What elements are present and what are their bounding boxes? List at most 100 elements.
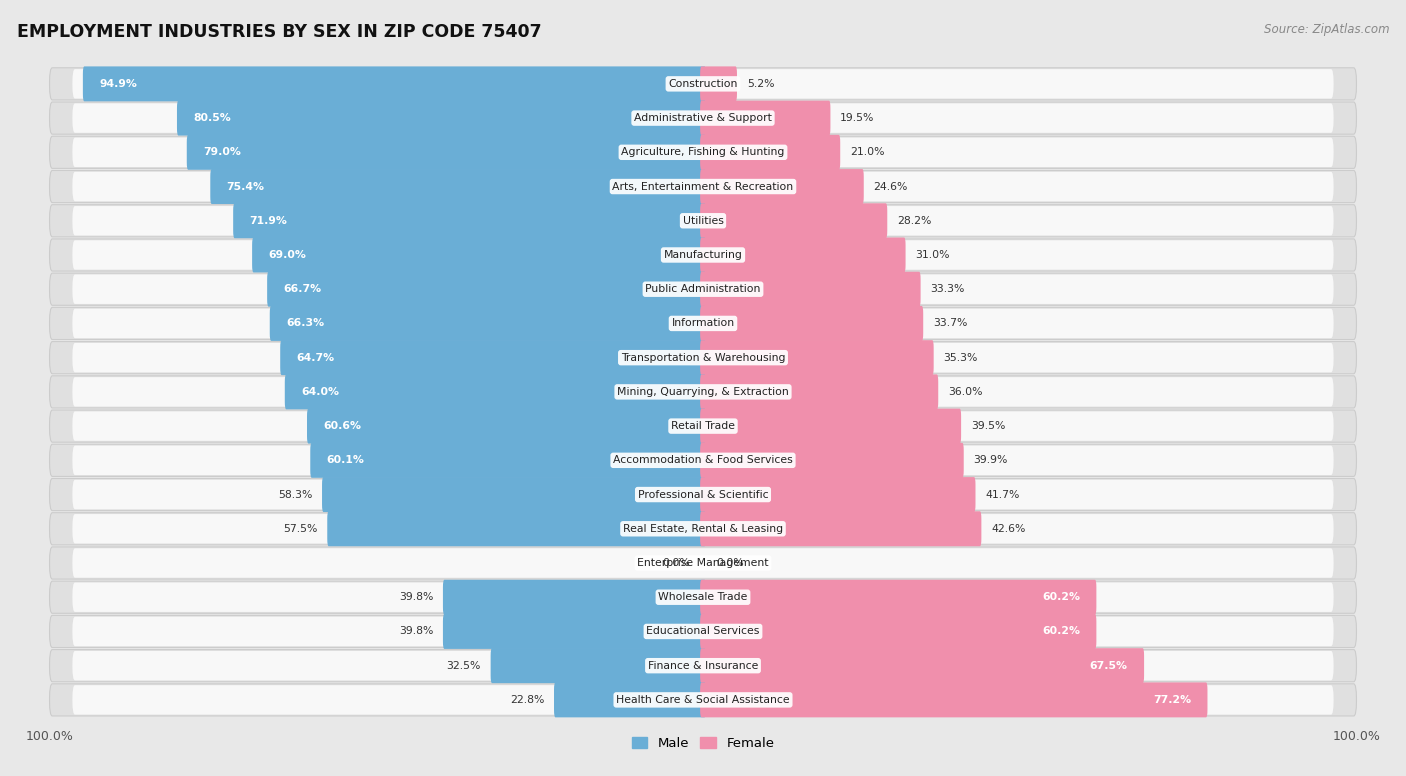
FancyBboxPatch shape: [73, 514, 1333, 543]
FancyBboxPatch shape: [49, 171, 1357, 203]
FancyBboxPatch shape: [700, 169, 863, 204]
FancyBboxPatch shape: [49, 239, 1357, 271]
Text: Agriculture, Fishing & Hunting: Agriculture, Fishing & Hunting: [621, 147, 785, 158]
Text: 39.8%: 39.8%: [399, 626, 433, 636]
FancyBboxPatch shape: [700, 306, 924, 341]
Legend: Male, Female: Male, Female: [626, 732, 780, 756]
FancyBboxPatch shape: [700, 682, 1208, 717]
Text: 28.2%: 28.2%: [897, 216, 931, 226]
FancyBboxPatch shape: [700, 648, 1144, 683]
FancyBboxPatch shape: [700, 374, 938, 410]
Text: 66.7%: 66.7%: [284, 284, 322, 294]
Text: 75.4%: 75.4%: [226, 182, 264, 192]
FancyBboxPatch shape: [700, 477, 976, 512]
Text: 19.5%: 19.5%: [841, 113, 875, 123]
FancyBboxPatch shape: [491, 648, 706, 683]
FancyBboxPatch shape: [49, 479, 1357, 511]
FancyBboxPatch shape: [49, 137, 1357, 168]
FancyBboxPatch shape: [49, 205, 1357, 237]
Text: Transportation & Warehousing: Transportation & Warehousing: [621, 352, 785, 362]
FancyBboxPatch shape: [49, 615, 1357, 647]
FancyBboxPatch shape: [73, 651, 1333, 681]
Text: Enterprise Management: Enterprise Management: [637, 558, 769, 568]
FancyBboxPatch shape: [83, 67, 706, 102]
FancyBboxPatch shape: [280, 340, 706, 375]
FancyBboxPatch shape: [49, 444, 1357, 476]
Text: Public Administration: Public Administration: [645, 284, 761, 294]
Text: 32.5%: 32.5%: [447, 660, 481, 670]
FancyBboxPatch shape: [49, 307, 1357, 340]
Text: 39.9%: 39.9%: [973, 456, 1008, 466]
Text: 24.6%: 24.6%: [873, 182, 908, 192]
FancyBboxPatch shape: [49, 341, 1357, 374]
FancyBboxPatch shape: [73, 103, 1333, 133]
Text: 64.7%: 64.7%: [297, 352, 335, 362]
Text: Utilities: Utilities: [682, 216, 724, 226]
Text: 22.8%: 22.8%: [510, 695, 544, 705]
FancyBboxPatch shape: [187, 135, 706, 170]
Text: 60.1%: 60.1%: [326, 456, 364, 466]
FancyBboxPatch shape: [700, 340, 934, 375]
Text: 77.2%: 77.2%: [1153, 695, 1191, 705]
Text: 42.6%: 42.6%: [991, 524, 1025, 534]
FancyBboxPatch shape: [700, 409, 962, 444]
FancyBboxPatch shape: [177, 101, 706, 136]
FancyBboxPatch shape: [73, 583, 1333, 612]
FancyBboxPatch shape: [73, 241, 1333, 270]
Text: 79.0%: 79.0%: [202, 147, 240, 158]
FancyBboxPatch shape: [322, 477, 706, 512]
Text: 0.0%: 0.0%: [662, 558, 690, 568]
FancyBboxPatch shape: [49, 376, 1357, 408]
Text: EMPLOYMENT INDUSTRIES BY SEX IN ZIP CODE 75407: EMPLOYMENT INDUSTRIES BY SEX IN ZIP CODE…: [17, 23, 541, 41]
Text: 33.3%: 33.3%: [931, 284, 965, 294]
FancyBboxPatch shape: [443, 614, 706, 649]
FancyBboxPatch shape: [307, 409, 706, 444]
FancyBboxPatch shape: [700, 67, 737, 102]
Text: 60.6%: 60.6%: [323, 421, 361, 431]
FancyBboxPatch shape: [49, 68, 1357, 100]
FancyBboxPatch shape: [252, 237, 706, 272]
FancyBboxPatch shape: [73, 137, 1333, 167]
Text: 57.5%: 57.5%: [283, 524, 318, 534]
Text: Administrative & Support: Administrative & Support: [634, 113, 772, 123]
FancyBboxPatch shape: [700, 237, 905, 272]
FancyBboxPatch shape: [49, 273, 1357, 305]
FancyBboxPatch shape: [700, 511, 981, 546]
FancyBboxPatch shape: [700, 101, 831, 136]
Text: 31.0%: 31.0%: [915, 250, 950, 260]
FancyBboxPatch shape: [49, 581, 1357, 613]
FancyBboxPatch shape: [73, 411, 1333, 441]
Text: Health Care & Social Assistance: Health Care & Social Assistance: [616, 695, 790, 705]
Text: 71.9%: 71.9%: [249, 216, 287, 226]
Text: 39.5%: 39.5%: [972, 421, 1005, 431]
Text: Source: ZipAtlas.com: Source: ZipAtlas.com: [1264, 23, 1389, 36]
Text: Accommodation & Food Services: Accommodation & Food Services: [613, 456, 793, 466]
Text: Finance & Insurance: Finance & Insurance: [648, 660, 758, 670]
FancyBboxPatch shape: [73, 617, 1333, 646]
FancyBboxPatch shape: [49, 547, 1357, 579]
Text: 58.3%: 58.3%: [278, 490, 312, 500]
FancyBboxPatch shape: [443, 580, 706, 615]
Text: 60.2%: 60.2%: [1042, 626, 1080, 636]
Text: 36.0%: 36.0%: [948, 387, 983, 397]
Text: 5.2%: 5.2%: [747, 79, 775, 89]
Text: 39.8%: 39.8%: [399, 592, 433, 602]
FancyBboxPatch shape: [700, 614, 1097, 649]
FancyBboxPatch shape: [700, 443, 963, 478]
Text: 60.2%: 60.2%: [1042, 592, 1080, 602]
FancyBboxPatch shape: [49, 513, 1357, 545]
FancyBboxPatch shape: [73, 309, 1333, 338]
Text: 35.3%: 35.3%: [943, 352, 977, 362]
FancyBboxPatch shape: [73, 445, 1333, 475]
Text: Real Estate, Rental & Leasing: Real Estate, Rental & Leasing: [623, 524, 783, 534]
FancyBboxPatch shape: [700, 135, 841, 170]
Text: Retail Trade: Retail Trade: [671, 421, 735, 431]
Text: 80.5%: 80.5%: [193, 113, 231, 123]
FancyBboxPatch shape: [700, 580, 1097, 615]
Text: 33.7%: 33.7%: [934, 318, 967, 328]
FancyBboxPatch shape: [73, 171, 1333, 201]
Text: Manufacturing: Manufacturing: [664, 250, 742, 260]
FancyBboxPatch shape: [270, 306, 706, 341]
Text: Arts, Entertainment & Recreation: Arts, Entertainment & Recreation: [613, 182, 793, 192]
Text: 41.7%: 41.7%: [986, 490, 1019, 500]
